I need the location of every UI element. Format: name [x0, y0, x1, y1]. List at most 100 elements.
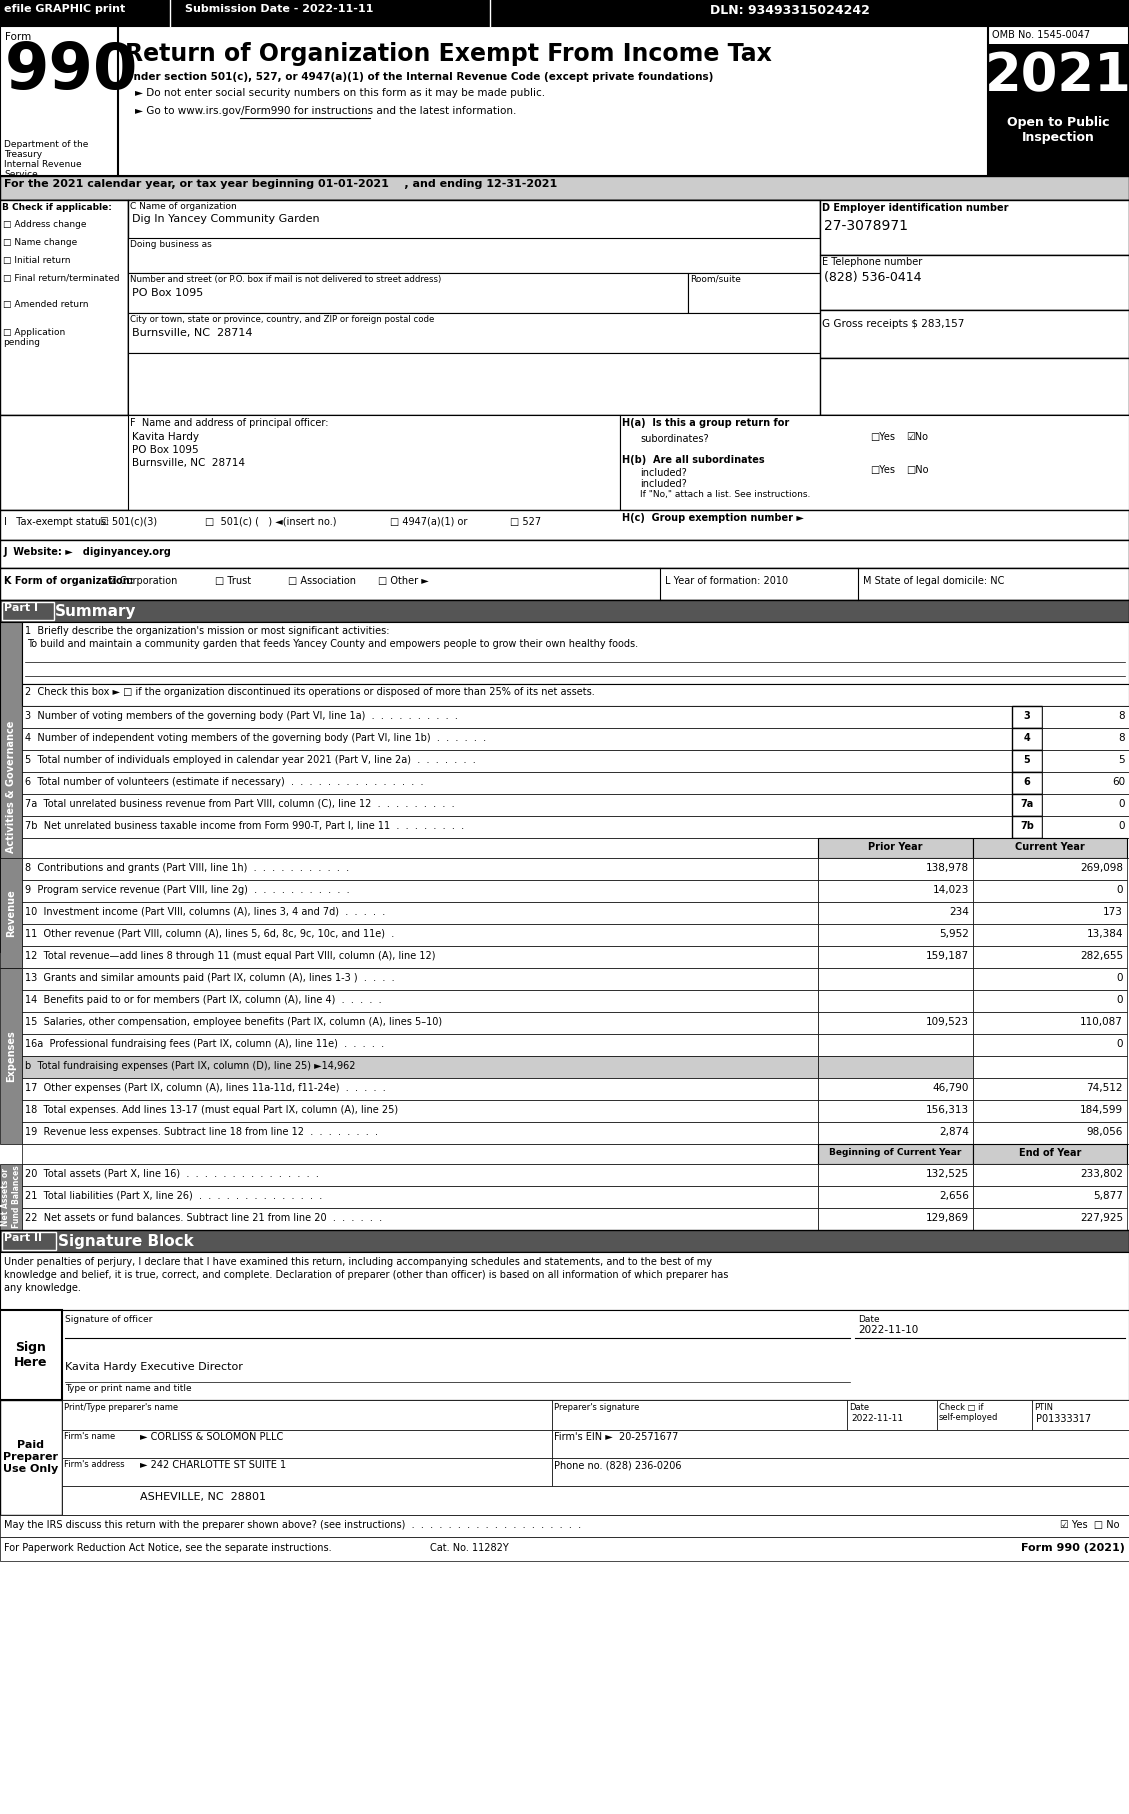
Text: Phone no. (828) 236-0206: Phone no. (828) 236-0206: [554, 1460, 682, 1469]
Bar: [21, 684, 1129, 706]
Text: DLN: 93493315024242: DLN: 93493315024242: [710, 4, 869, 16]
Bar: [988, 105, 1129, 176]
Bar: [988, 25, 1129, 176]
Text: 11  Other revenue (Part VIII, column (A), lines 5, 6d, 8c, 9c, 10c, and 11e)  .: 11 Other revenue (Part VIII, column (A),…: [25, 929, 394, 940]
Text: □ Trust: □ Trust: [215, 577, 251, 586]
Bar: [819, 945, 973, 969]
Text: Firm's EIN ►  20-2571677: Firm's EIN ► 20-2571677: [554, 1431, 679, 1442]
Text: 15  Salaries, other compensation, employee benefits (Part IX, column (A), lines : 15 Salaries, other compensation, employe…: [25, 1018, 443, 1027]
Bar: [819, 902, 973, 923]
Bar: [0, 1310, 1129, 1400]
Bar: [21, 622, 1129, 684]
Bar: [552, 1400, 847, 1429]
Bar: [820, 357, 1129, 415]
Bar: [21, 795, 1012, 816]
Text: 234: 234: [949, 907, 969, 918]
Text: 138,978: 138,978: [926, 863, 969, 873]
Bar: [937, 1400, 1032, 1429]
Text: any knowledge.: any knowledge.: [5, 1282, 81, 1293]
Text: Open to Public
Inspection: Open to Public Inspection: [1007, 116, 1110, 143]
Bar: [21, 902, 819, 923]
Bar: [973, 1208, 1127, 1230]
Text: 14,023: 14,023: [933, 885, 969, 894]
Text: B Check if applicable:: B Check if applicable:: [2, 203, 112, 212]
Text: Form 990 (2021): Form 990 (2021): [1021, 1544, 1124, 1553]
Text: H(a)  Is this a group return for: H(a) Is this a group return for: [622, 417, 789, 428]
Bar: [973, 838, 1127, 858]
Text: Date: Date: [849, 1402, 869, 1411]
Text: Under section 501(c), 527, or 4947(a)(1) of the Internal Revenue Code (except pr: Under section 501(c), 527, or 4947(a)(1)…: [125, 73, 714, 82]
Text: 74,512: 74,512: [1086, 1083, 1123, 1094]
Bar: [128, 238, 820, 272]
Text: □Yes: □Yes: [870, 432, 895, 443]
Text: subordinates?: subordinates?: [640, 434, 709, 444]
Bar: [0, 1310, 62, 1400]
Bar: [819, 838, 973, 858]
Text: □ Other ►: □ Other ►: [378, 577, 429, 586]
Bar: [21, 727, 1012, 749]
Text: Summary: Summary: [55, 604, 137, 619]
Text: ☑No: ☑No: [905, 432, 928, 443]
Text: 7a: 7a: [1021, 798, 1034, 809]
Bar: [973, 1123, 1127, 1145]
Text: 2,656: 2,656: [939, 1192, 969, 1201]
Text: Dig In Yancey Community Garden: Dig In Yancey Community Garden: [132, 214, 320, 223]
Text: Print/Type preparer's name: Print/Type preparer's name: [64, 1402, 178, 1411]
Bar: [1042, 727, 1129, 749]
Bar: [21, 1034, 819, 1056]
Bar: [21, 1123, 819, 1145]
Text: 16a  Professional fundraising fees (Part IX, column (A), line 11e)  .  .  .  .  : 16a Professional fundraising fees (Part …: [25, 1039, 384, 1048]
Text: 2022-11-11: 2022-11-11: [851, 1413, 903, 1422]
Text: 17  Other expenses (Part IX, column (A), lines 11a-11d, f11-24e)  .  .  .  .  .: 17 Other expenses (Part IX, column (A), …: [25, 1083, 386, 1094]
Text: City or town, state or province, country, and ZIP or foreign postal code: City or town, state or province, country…: [130, 316, 435, 325]
Text: H(c)  Group exemption number ►: H(c) Group exemption number ►: [622, 513, 804, 522]
Bar: [21, 749, 1012, 773]
Bar: [973, 990, 1127, 1012]
Bar: [21, 773, 1012, 795]
Text: ☑ Yes  □ No: ☑ Yes □ No: [1060, 1520, 1120, 1529]
Text: 0: 0: [1119, 822, 1124, 831]
Text: G Gross receipts $ 283,157: G Gross receipts $ 283,157: [822, 319, 964, 328]
Bar: [128, 272, 688, 314]
Text: Net Assets or
Fund Balances: Net Assets or Fund Balances: [1, 1166, 20, 1228]
Text: Revenue: Revenue: [6, 889, 16, 936]
Text: Return of Organization Exempt From Income Tax: Return of Organization Exempt From Incom…: [125, 42, 772, 65]
Text: □ Initial return: □ Initial return: [3, 256, 70, 265]
Bar: [819, 1012, 973, 1034]
Text: Under penalties of perjury, I declare that I have examined this return, includin: Under penalties of perjury, I declare th…: [5, 1257, 712, 1266]
Text: □ Application
pending: □ Application pending: [3, 328, 65, 348]
Bar: [973, 969, 1127, 990]
Text: 2  Check this box ► □ if the organization discontinued its operations or dispose: 2 Check this box ► □ if the organization…: [25, 688, 595, 697]
Bar: [820, 200, 1129, 256]
Bar: [0, 858, 21, 969]
Text: 0: 0: [1117, 972, 1123, 983]
Bar: [552, 1429, 1129, 1458]
Text: efile GRAPHIC print: efile GRAPHIC print: [5, 4, 125, 15]
Bar: [0, 200, 128, 415]
Text: Signature of officer: Signature of officer: [65, 1315, 152, 1324]
Bar: [973, 1078, 1127, 1099]
Bar: [21, 1078, 819, 1099]
Text: □ 527: □ 527: [510, 517, 541, 528]
Text: 7b  Net unrelated business taxable income from Form 990-T, Part I, line 11  .  .: 7b Net unrelated business taxable income…: [25, 822, 464, 831]
Bar: [0, 541, 1129, 568]
Text: To build and maintain a community garden that feeds Yancey County and empowers p: To build and maintain a community garden…: [27, 639, 638, 649]
Text: Form: Form: [5, 33, 32, 42]
Bar: [620, 415, 1129, 510]
Text: PO Box 1095: PO Box 1095: [132, 444, 199, 455]
Bar: [973, 1145, 1127, 1165]
Bar: [1042, 816, 1129, 838]
Text: Doing business as: Doing business as: [130, 239, 212, 249]
Text: Submission Date - 2022-11-11: Submission Date - 2022-11-11: [185, 4, 374, 15]
Text: 0: 0: [1117, 885, 1123, 894]
Bar: [0, 1252, 1129, 1310]
Text: May the IRS discuss this return with the preparer shown above? (see instructions: May the IRS discuss this return with the…: [5, 1520, 581, 1529]
Text: 0: 0: [1119, 798, 1124, 809]
Text: ☑ Corporation: ☑ Corporation: [108, 577, 177, 586]
Text: 27-3078971: 27-3078971: [824, 219, 908, 232]
Text: Check □ if
self-employed: Check □ if self-employed: [939, 1402, 998, 1422]
Bar: [21, 858, 819, 880]
Text: Treasury: Treasury: [5, 151, 42, 160]
Text: 60: 60: [1112, 776, 1124, 787]
Text: OMB No. 1545-0047: OMB No. 1545-0047: [992, 31, 1091, 40]
